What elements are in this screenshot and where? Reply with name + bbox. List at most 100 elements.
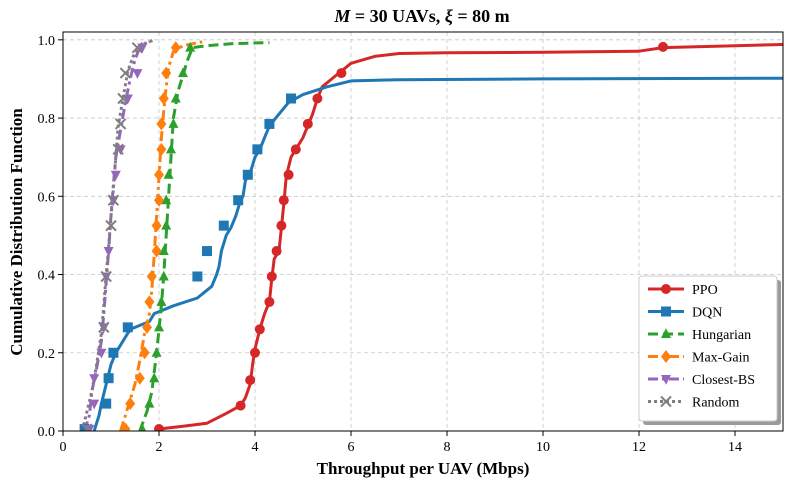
data-point-ppo [312, 93, 323, 104]
data-point-random [114, 118, 127, 130]
data-point-random [112, 143, 124, 156]
legend-items: PPO DQN Hungarian Max-Gain Closest-BS Random [648, 283, 755, 411]
data-point-max-gain [134, 371, 145, 385]
y-axis-title: Cumulative Distribution Function [7, 108, 26, 356]
data-point-closest-bs [89, 374, 100, 384]
x-tick-label: 8 [444, 440, 451, 455]
y-tick-label: 0.4 [38, 269, 56, 284]
data-point-ppo [250, 347, 260, 358]
data-point-hungarian [170, 92, 181, 103]
data-point-hungarian [161, 219, 172, 230]
data-point-dqn [264, 118, 275, 129]
x-tick-label: 6 [348, 440, 355, 455]
data-point-dqn [233, 195, 244, 206]
data-point-random [100, 270, 112, 283]
data-point-closest-bs [115, 145, 126, 156]
data-point-dqn [242, 169, 253, 180]
legend-marker-dqn [661, 306, 671, 317]
data-point-ppo [290, 144, 301, 155]
data-point-hungarian [178, 67, 188, 78]
legend-label-dqn: DQN [692, 306, 722, 321]
data-point-dqn [286, 93, 296, 104]
x-tick-label: 2 [156, 440, 163, 455]
data-point-max-gain [161, 66, 172, 80]
data-point-ppo [245, 375, 256, 386]
data-point-max-gain [154, 193, 164, 207]
axes-frame [62, 31, 784, 432]
x-tick-label: 14 [728, 440, 742, 455]
y-tick-label: 0.6 [38, 190, 56, 205]
data-point-max-gain [144, 295, 155, 309]
title-end: = 80 m [453, 6, 510, 26]
data-point-random [98, 321, 110, 334]
legend-marker-ppo [661, 284, 671, 294]
x-axis-title: Throughput per UAV (Mbps) [317, 459, 530, 478]
data-point-ppo [154, 424, 164, 431]
data-point-closest-bs [103, 247, 114, 257]
data-point-dqn [122, 322, 133, 333]
legend-label-closest-bs: Closest-BS [692, 373, 755, 388]
data-point-closest-bs [89, 399, 100, 410]
data-point-closest-bs [110, 170, 121, 181]
data-point-dqn [103, 373, 114, 384]
data-point-max-gain [151, 244, 162, 258]
series-line-random [80, 38, 155, 431]
data-point-dqn [202, 246, 212, 257]
data-point-hungarian [166, 143, 176, 154]
data-point-dqn [252, 144, 263, 155]
y-tick-label: 0.2 [38, 347, 56, 362]
data-point-max-gain [151, 219, 162, 233]
data-point-max-gain [139, 346, 150, 360]
data-point-hungarian [149, 372, 160, 383]
data-point-max-gain [158, 92, 169, 105]
data-point-hungarian [161, 194, 172, 205]
data-point-random [105, 219, 117, 232]
data-point-random [81, 423, 93, 431]
data-point-max-gain [154, 168, 164, 182]
data-point-dqn [108, 347, 119, 358]
data-point-random [131, 41, 144, 54]
data-point-ppo [302, 118, 313, 129]
data-point-hungarian [138, 423, 147, 431]
series-line-max-gain [119, 40, 203, 431]
data-point-ppo [336, 68, 347, 79]
data-point-hungarian [154, 321, 164, 332]
y-tick-label: 0.8 [38, 112, 56, 127]
data-point-ppo [235, 400, 246, 411]
data-point-random [119, 67, 132, 79]
data-point-hungarian [144, 397, 155, 408]
data-point-max-gain [156, 142, 167, 156]
data-point-hungarian [156, 296, 167, 306]
legend-label-hungarian: Hungarian [692, 328, 751, 343]
data-point-random [107, 194, 120, 206]
data-point-ppo [264, 296, 275, 307]
legend-marker-max-gain [661, 350, 671, 363]
legend: PPO DQN Hungarian Max-Gain Closest-BS Random [638, 275, 781, 425]
title-var: M [333, 6, 351, 26]
data-point-hungarian [185, 41, 196, 52]
data-point-random [117, 92, 129, 105]
legend-label-random: Random [692, 396, 740, 411]
data-point-ppo [271, 246, 282, 257]
data-point-hungarian [163, 169, 174, 179]
data-point-ppo [266, 271, 277, 282]
data-point-hungarian [168, 118, 179, 128]
data-point-max-gain [120, 422, 131, 431]
y-tick-label: 0.0 [38, 425, 56, 440]
chart-title: M = 30 UAVs, ξ = 80 m [333, 6, 509, 27]
legend-marker-closest-bs [661, 375, 671, 385]
data-point-ppo [283, 169, 294, 180]
data-point-max-gain [142, 320, 152, 334]
x-tick-label: 0 [60, 440, 67, 455]
data-point-ppo [254, 324, 265, 335]
data-point-closest-bs [96, 348, 107, 359]
legend-marker-random [660, 395, 672, 408]
data-point-dqn [192, 271, 203, 282]
x-tick-label: 12 [632, 440, 646, 455]
data-point-dqn [101, 398, 112, 409]
data-point-ppo [658, 41, 668, 52]
data-point-hungarian [151, 347, 162, 357]
data-point-max-gain [170, 41, 181, 55]
series-line-hungarian [138, 41, 270, 431]
